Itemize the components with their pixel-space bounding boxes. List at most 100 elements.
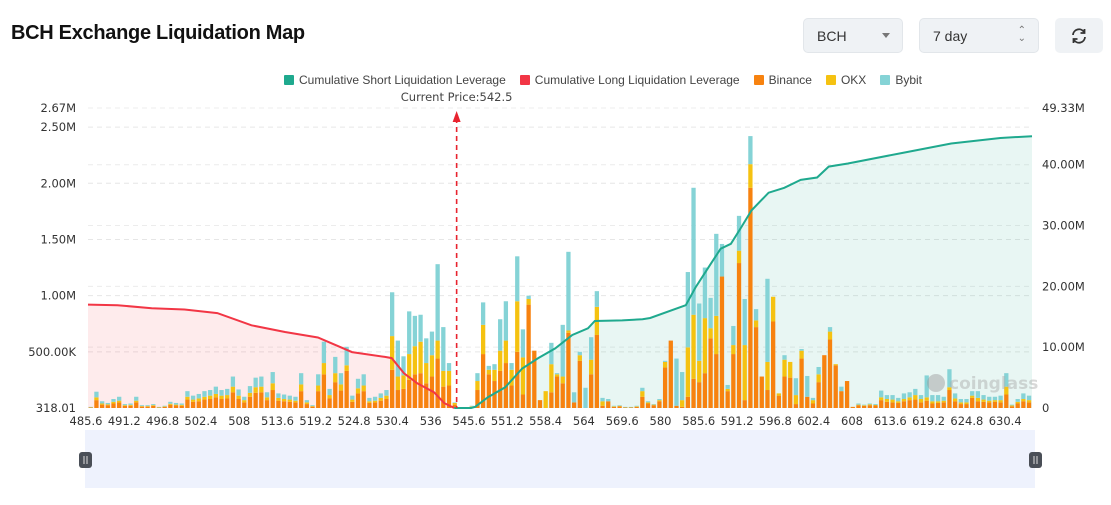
bar-bybit [799,349,804,351]
bar-okx [94,397,99,401]
bar-bybit [1004,373,1009,387]
bar-bybit [861,404,867,406]
bar-binance [446,385,452,408]
range-select[interactable]: 7 day ⌃ ⌄ [919,18,1039,53]
x-tick-label: 513.6 [261,414,294,428]
bar-bybit [867,403,872,405]
bar-binance [151,405,156,408]
bar-okx [981,399,986,402]
y-left-tick-label: 1.50M [40,232,76,246]
bar-binance [697,382,702,408]
bar-okx [736,250,742,264]
legend-item-okx[interactable]: OKX [825,73,866,87]
bar-binance [873,405,878,408]
range-slider-track[interactable] [85,430,1035,488]
bar-binance [299,391,304,408]
x-tick-label: 580 [650,414,672,428]
bar-binance [736,263,742,408]
bar-binance [611,406,617,408]
bar-binance [253,392,258,408]
bar-okx [441,370,446,387]
bar-binance [310,406,315,408]
bar-okx [577,355,582,361]
bar-okx [725,388,730,392]
bar-binance [156,407,162,408]
x-tick-label: 602.4 [797,414,830,428]
bar-binance [935,402,941,408]
x-tick-label: 630.4 [989,414,1022,428]
bar-bybit [452,402,457,403]
legend-item-short[interactable]: Cumulative Short Liquidation Leverage [283,73,506,87]
bar-binance [526,304,531,408]
y-right-tick-label: 30.00M [1042,219,1085,233]
bar-binance [998,402,1003,408]
bar-bybit [554,373,560,375]
bar-okx [634,406,639,407]
x-tick-label: 558.4 [529,414,562,428]
bar-bybit [389,292,395,337]
bar-bybit [685,272,690,348]
bar-binance [577,360,582,408]
range-slider-left-handle[interactable] [79,452,92,468]
bar-binance [338,390,344,408]
y-right-tick-label: 40.00M [1042,158,1085,172]
y-left-tick-label: 318.01 [36,401,76,415]
bar-okx [384,395,389,400]
bar-okx [480,324,486,355]
legend-item-long[interactable]: Cumulative Long Liquidation Leverage [519,73,740,87]
legend-item-bybit[interactable]: Bybit [880,73,922,87]
bar-bybit [589,337,594,360]
bar-okx [225,395,230,399]
bar-bybit [998,395,1003,401]
bar-okx [407,354,412,380]
bar-okx [333,373,338,383]
bar-binance [196,401,201,408]
bar-okx [771,296,776,322]
bar-okx [708,328,713,339]
bar-bybit [190,395,196,400]
bar-bybit [947,369,952,388]
bar-binance [964,404,969,408]
bar-okx [810,400,816,404]
bar-okx [287,399,292,402]
bar-binance [617,406,622,408]
bar-binance [549,392,554,408]
bar-bybit [981,395,986,400]
bar-okx [1026,400,1032,403]
bar-bybit [145,405,150,407]
bar-okx [111,401,116,404]
bar-bybit [327,388,332,396]
bar-binance [623,407,628,408]
bar-bybit [412,315,418,347]
bar-bybit [202,391,207,397]
refresh-button[interactable] [1055,18,1103,53]
bar-binance [765,390,770,408]
bar-bybit [429,331,435,356]
bar-bybit [674,358,679,406]
bar-bybit [702,267,708,319]
bar-okx [930,401,935,404]
legend-item-binance[interactable]: Binance [753,73,812,87]
x-tick-label: 545.6 [453,414,486,428]
bar-okx [594,306,600,335]
bar-binance [515,351,520,408]
bar-binance [88,407,93,408]
bar-okx [401,375,406,389]
symbol-select[interactable]: BCH [803,18,903,53]
bar-okx [788,361,793,378]
bar-binance [589,374,594,408]
bar-binance [844,381,850,408]
bar-bybit [287,395,292,400]
bar-bybit [151,404,156,406]
range-slider-right-handle[interactable] [1029,452,1042,468]
y-left-tick-label: 2.00M [40,176,76,190]
bar-okx [680,400,685,407]
bar-binance [753,327,759,408]
bar-bybit [941,396,946,401]
bar-okx [475,381,480,391]
bar-bybit [645,401,651,403]
bar-binance [242,402,247,408]
bar-okx [1009,405,1015,407]
bar-bybit [594,291,600,307]
bar-binance [475,390,480,408]
